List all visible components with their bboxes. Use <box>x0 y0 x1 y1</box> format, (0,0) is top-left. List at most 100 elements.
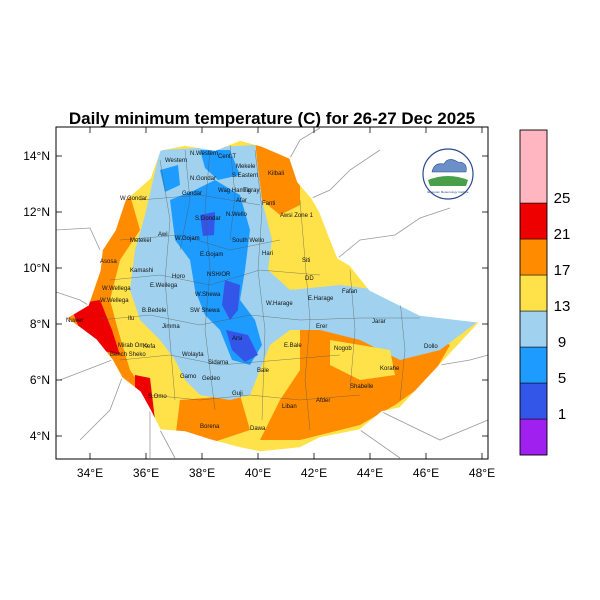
region-label: Awi <box>158 232 168 238</box>
y-tick-label: 12°N <box>23 205 50 219</box>
country-outline <box>64 139 482 453</box>
region-label: South Wello <box>232 238 265 244</box>
region-label: Awsi Zone 1 <box>280 213 314 219</box>
x-tick-label: 36°E <box>133 466 159 480</box>
region-label: Gondar <box>182 191 202 197</box>
region-label: Jarar <box>372 319 386 325</box>
region-label: Cent.T <box>218 154 236 160</box>
region-label: Asosa <box>100 259 117 265</box>
region-label: Kamashi <box>130 268 153 274</box>
region-label: Arsi <box>232 336 242 342</box>
neighbour-borders <box>55 127 489 459</box>
colorbar-swatch <box>519 274 548 312</box>
region-label: W.Wellega <box>100 298 129 304</box>
region-label: S.Gondar <box>195 216 221 222</box>
region-label: W.Gojam <box>175 236 200 242</box>
colorbar-swatch <box>519 418 548 456</box>
colorbar-label: 17 <box>554 262 571 279</box>
region-label: Guji <box>232 391 243 397</box>
region-label: Kilbali <box>268 171 284 177</box>
logo-caption: Ethiopian Meteorology Institute <box>427 190 469 194</box>
region-label: Jimma <box>162 324 180 330</box>
region-label: Sidama <box>208 360 229 366</box>
colorbar-label: 13 <box>554 298 571 315</box>
colorbar-swatch <box>519 382 548 420</box>
region-label: W.Harage <box>266 301 293 307</box>
region-label: Ilu <box>128 316 134 322</box>
region-label: W.Gondar <box>120 196 147 202</box>
institute-logo: Ethiopian Meteorology Institute <box>422 148 474 200</box>
region-label: E.Gojam <box>200 252 223 258</box>
region-label: W.Wellega <box>102 286 131 292</box>
region-label: Liban <box>282 404 297 410</box>
region-label: S.Eastern <box>232 173 258 179</box>
region-label: Gedeo <box>202 376 221 382</box>
region-label: Western <box>165 158 187 164</box>
colorbar-swatch <box>519 238 548 276</box>
region-label: Shabelle <box>350 384 374 390</box>
region-label: Siti <box>302 258 310 264</box>
region-label: Borena <box>200 424 220 430</box>
admin-boundaries <box>99 144 420 431</box>
x-tick-label: 48°E <box>469 466 495 480</box>
colorbar-label: 1 <box>558 406 566 423</box>
region-label: Mirab Omo <box>118 343 148 349</box>
colorbar-swatch <box>519 129 548 204</box>
region-label: Mekele <box>236 164 256 170</box>
colorbar-label: 25 <box>554 190 571 207</box>
region-label: Korahe <box>380 366 400 372</box>
colorbar-swatch <box>519 346 548 384</box>
region-label: Bench Sheko <box>110 352 146 358</box>
region-label: Fafan <box>342 289 357 295</box>
region-label: Wag Hamra <box>218 188 250 194</box>
region-label: Nogob <box>334 346 352 352</box>
x-tick-label: 46°E <box>413 466 439 480</box>
region-label: B.Bedele <box>142 308 167 314</box>
region-label: E.Wellega <box>150 283 178 289</box>
x-tick-label: 34°E <box>77 466 103 480</box>
colorbar-swatch <box>519 202 548 240</box>
logo-ground-icon <box>428 176 468 186</box>
region-labels: Western N.Western Cent.T Mekele S.Easter… <box>66 151 438 432</box>
colorbar-frame <box>519 129 548 456</box>
map-title: Daily minimum temperature (C) for 26-27 … <box>69 109 475 128</box>
region-label: N.Gondar <box>190 176 216 182</box>
region-label: Erer <box>316 324 327 330</box>
logo-cloud-icon <box>431 159 467 173</box>
colorbar-swatch <box>519 310 548 348</box>
region-label: E.Bale <box>284 343 302 349</box>
region-label: Dawa <box>250 426 266 432</box>
region-label: DD <box>305 276 314 282</box>
colorbar: 1 5 9 13 17 21 25 <box>519 129 571 456</box>
x-tick-label: 40°E <box>245 466 271 480</box>
colorbar-label: 21 <box>554 226 571 243</box>
y-axis <box>56 155 488 437</box>
region-label: N.Western <box>190 151 218 157</box>
region-label: SW Shewa <box>190 308 220 314</box>
y-tick-label: 6°N <box>30 373 50 387</box>
region-label: Gamo <box>180 374 197 380</box>
region-label: Tigray <box>243 188 259 194</box>
region-label: Hari <box>262 251 273 257</box>
region-label: Bale <box>257 368 270 374</box>
y-tick-label: 10°N <box>23 261 50 275</box>
region-label: Dollo <box>424 344 438 350</box>
region-label: Kefa <box>143 344 156 350</box>
y-tick-label: 8°N <box>30 317 50 331</box>
region-label: Horo <box>172 274 186 280</box>
region-label: E.Harage <box>308 296 334 302</box>
y-tick-label: 14°N <box>23 149 50 163</box>
colorbar-label: 5 <box>558 370 566 387</box>
x-tick-label: 42°E <box>301 466 327 480</box>
region-label: Afar <box>236 198 247 204</box>
x-tick-label: 44°E <box>357 466 383 480</box>
region-label: S.Omo <box>148 394 167 400</box>
x-tick-label: 38°E <box>189 466 215 480</box>
plot-frame <box>55 126 489 460</box>
region-label: Afder <box>316 398 330 404</box>
y-tick-label: 4°N <box>30 429 50 443</box>
region-label: Metekel <box>130 238 151 244</box>
region-label: NSH/OR <box>207 272 231 278</box>
region-label: N.Wello <box>226 212 248 218</box>
region-label: Fanti <box>262 201 275 207</box>
